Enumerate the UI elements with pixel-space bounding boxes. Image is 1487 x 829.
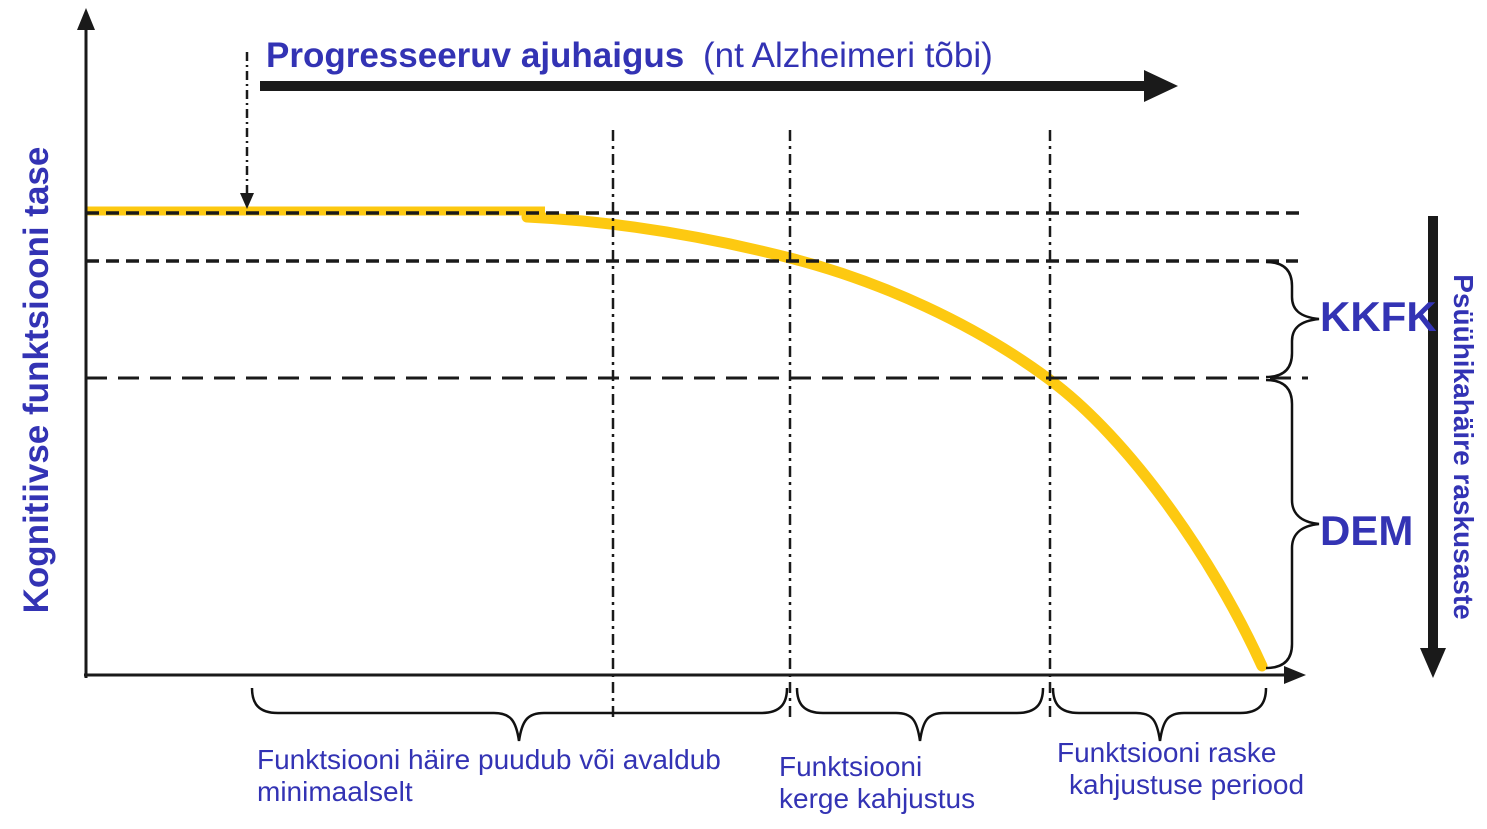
chart-title: Progresseeruv ajuhaigus (nt Alzheimeri t… <box>266 36 993 76</box>
phase-2-caption-line2: kerge kahjustus <box>779 782 976 814</box>
x-axis-arrowhead-icon <box>1284 666 1306 684</box>
dem-brace <box>1265 378 1320 670</box>
progression-arrowhead-icon <box>1144 70 1178 102</box>
stage-label-dem: DEM <box>1320 507 1414 554</box>
phase-3-brace <box>1051 687 1268 742</box>
phase-1-brace <box>250 687 789 742</box>
phase-2-caption: Funktsiooni kerge kahjustus <box>779 751 975 815</box>
kkfk-brace <box>1265 260 1320 379</box>
phase-2-caption-line1: Funktsiooni <box>779 751 923 782</box>
severity-arrowhead-icon <box>1420 648 1446 678</box>
phase-1-caption-line1: Funktsiooni häire puudub või avaldub <box>257 744 721 775</box>
phase-1-caption-line2: minimaalselt <box>257 775 413 807</box>
chart-title-disease: Progresseeruv ajuhaigus <box>266 36 685 75</box>
phase-1-caption: Funktsiooni häire puudub või avaldub min… <box>257 744 721 808</box>
phase-3-caption-line1: Funktsiooni raske <box>1057 737 1277 768</box>
chart-title-note: (nt Alzheimeri tõbi) <box>702 36 993 75</box>
phase-3-caption-line2: kahjustuse periood <box>1069 768 1305 800</box>
phase-2-brace <box>795 687 1045 742</box>
stage-label-kkfk: KKFK <box>1320 293 1437 340</box>
y-axis-arrowhead-icon <box>77 8 95 30</box>
onset-marker-arrowhead-icon <box>240 193 254 209</box>
phase-3-caption: Funktsiooni raske kahjustuse periood <box>1057 737 1304 801</box>
y-axis-label: Kognitiivse funktsiooni tase <box>17 146 56 614</box>
severity-axis-label: Psüühikahäire raskusaste <box>1448 274 1479 620</box>
cognition-curve-decline <box>521 211 1268 672</box>
